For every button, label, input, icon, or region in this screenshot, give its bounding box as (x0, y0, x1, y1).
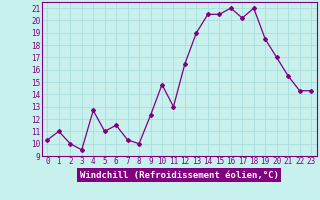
X-axis label: Windchill (Refroidissement éolien,°C): Windchill (Refroidissement éolien,°C) (80, 171, 279, 180)
